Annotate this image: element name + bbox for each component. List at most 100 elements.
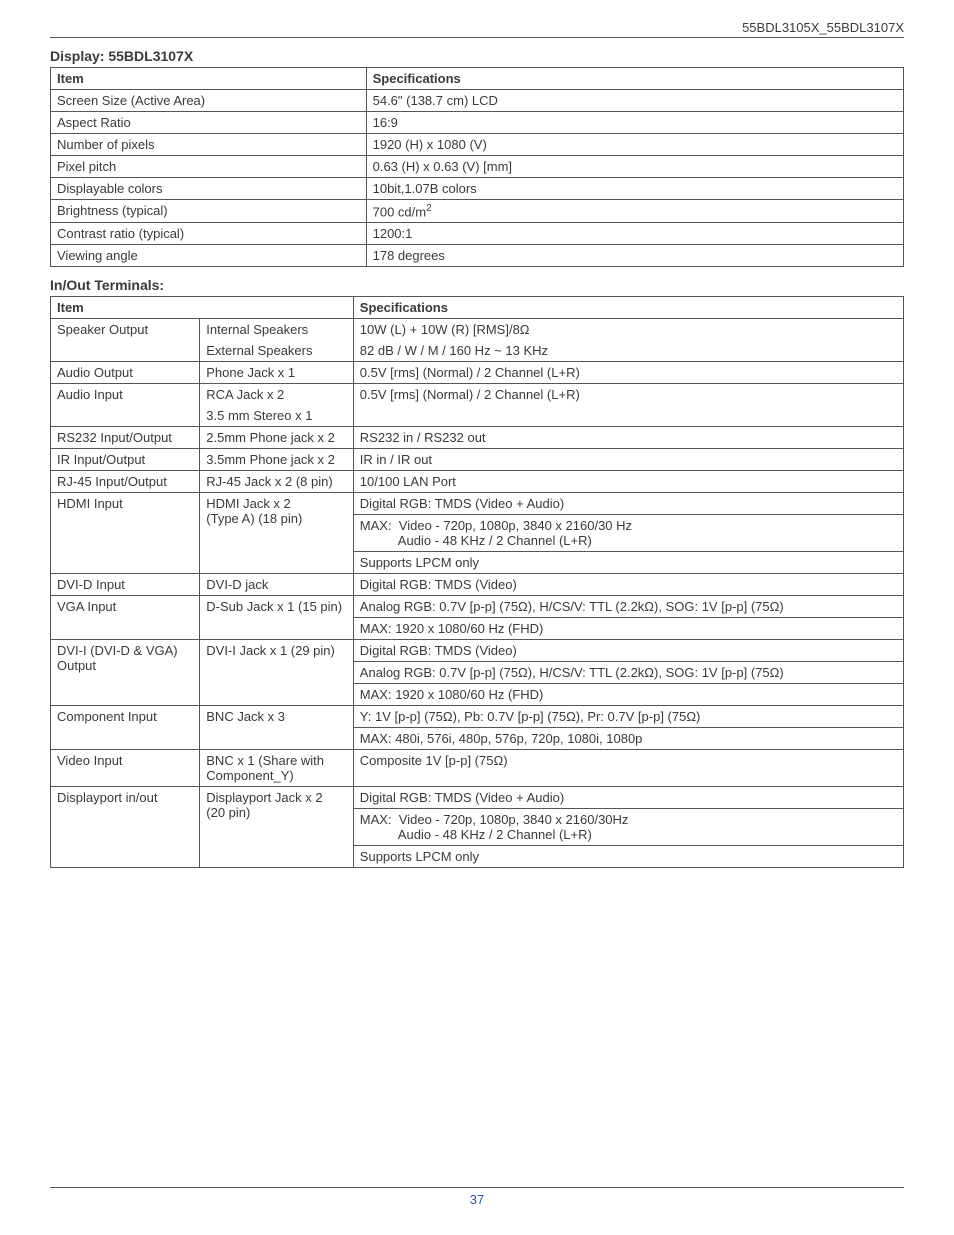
table-row: Screen Size (Active Area)54.6" (138.7 cm…: [51, 90, 904, 112]
table-row: Viewing angle178 degrees: [51, 245, 904, 267]
cell-item: HDMI Input: [51, 493, 200, 574]
cell-sub: 3.5 mm Stereo x 1: [200, 405, 354, 427]
cell-spec: Supports LPCM only: [353, 846, 903, 868]
cell-spec: Y: 1V [p-p] (75Ω), Pb: 0.7V [p-p] (75Ω),…: [353, 706, 903, 728]
table-row: Audio Output Phone Jack x 1 0.5V [rms] (…: [51, 362, 904, 384]
cell-item: IR Input/Output: [51, 449, 200, 471]
table-row: Displayport in/out Displayport Jack x 2 …: [51, 787, 904, 809]
table-row: Aspect Ratio16:9: [51, 112, 904, 134]
cell-item: RS232 Input/Output: [51, 427, 200, 449]
cell-spec: Digital RGB: TMDS (Video): [353, 640, 903, 662]
cell-spec: 0.5V [rms] (Normal) / 2 Channel (L+R): [353, 362, 903, 384]
cell-sub: 2.5mm Phone jack x 2: [200, 427, 354, 449]
cell-item: Component Input: [51, 706, 200, 750]
cell-item: RJ-45 Input/Output: [51, 471, 200, 493]
cell-spec: 1200:1: [366, 223, 903, 245]
cell-sub: DVI-I Jack x 1 (29 pin): [200, 640, 354, 706]
cell-item: Brightness (typical): [51, 200, 367, 223]
table-row: Video Input BNC x 1 (Share with Componen…: [51, 750, 904, 787]
cell-item: Viewing angle: [51, 245, 367, 267]
section-title-terminals: In/Out Terminals:: [50, 277, 904, 293]
cell-spec: 54.6" (138.7 cm) LCD: [366, 90, 903, 112]
cell-spec: MAX: 1920 x 1080/60 Hz (FHD): [353, 618, 903, 640]
cell-sub: BNC Jack x 3: [200, 706, 354, 750]
table-row: Audio Input RCA Jack x 2 0.5V [rms] (Nor…: [51, 384, 904, 406]
header-spec: Specifications: [353, 297, 903, 319]
cell-spec: 10W (L) + 10W (R) [RMS]/8Ω: [353, 319, 903, 341]
table-row: IR Input/Output 3.5mm Phone jack x 2 IR …: [51, 449, 904, 471]
cell-item: Displayport in/out: [51, 787, 200, 868]
cell-spec: Composite 1V [p-p] (75Ω): [353, 750, 903, 787]
display-spec-table: Item Specifications Screen Size (Active …: [50, 67, 904, 267]
cell-sub: HDMI Jack x 2 (Type A) (18 pin): [200, 493, 354, 574]
cell-item: DVI-D Input: [51, 574, 200, 596]
cell-sub: 3.5mm Phone jack x 2: [200, 449, 354, 471]
cell-item: Pixel pitch: [51, 156, 367, 178]
table-row: Component Input BNC Jack x 3 Y: 1V [p-p]…: [51, 706, 904, 728]
cell-sub: DVI-D jack: [200, 574, 354, 596]
cell-spec: 82 dB / W / M / 160 Hz ~ 13 KHz: [353, 340, 903, 362]
cell-spec: MAX: 1920 x 1080/60 Hz (FHD): [353, 684, 903, 706]
cell-spec: 16:9: [366, 112, 903, 134]
table-row: DVI-D Input DVI-D jack Digital RGB: TMDS…: [51, 574, 904, 596]
cell-spec: Digital RGB: TMDS (Video + Audio): [353, 493, 903, 515]
table-row: Speaker Output Internal Speakers 10W (L)…: [51, 319, 904, 341]
cell-spec: 10/100 LAN Port: [353, 471, 903, 493]
cell-sub: Internal Speakers: [200, 319, 354, 341]
cell-spec: 178 degrees: [366, 245, 903, 267]
cell-item: DVI-I (DVI-D & VGA) Output: [51, 640, 200, 706]
cell-spec: MAX: Video - 720p, 1080p, 3840 x 2160/30…: [353, 809, 903, 846]
cell-spec: IR in / IR out: [353, 449, 903, 471]
cell-spec: MAX: 480i, 576i, 480p, 576p, 720p, 1080i…: [353, 728, 903, 750]
document-header: 55BDL3105X_55BDL3107X: [50, 20, 904, 38]
cell-item: Screen Size (Active Area): [51, 90, 367, 112]
table-row: DVI-I (DVI-D & VGA) Output DVI-I Jack x …: [51, 640, 904, 662]
section-title-display: Display: 55BDL3107X: [50, 48, 904, 64]
table-row: Number of pixels1920 (H) x 1080 (V): [51, 134, 904, 156]
table-header-row: Item Specifications: [51, 297, 904, 319]
cell-sub: D-Sub Jack x 1 (15 pin): [200, 596, 354, 640]
cell-item: Audio Input: [51, 384, 200, 427]
page-footer: 37: [50, 1187, 904, 1207]
cell-item: Number of pixels: [51, 134, 367, 156]
cell-sub: BNC x 1 (Share with Component_Y): [200, 750, 354, 787]
cell-item: VGA Input: [51, 596, 200, 640]
header-spec: Specifications: [366, 68, 903, 90]
terminals-spec-table: Item Specifications Speaker Output Inter…: [50, 296, 904, 868]
cell-item: Aspect Ratio: [51, 112, 367, 134]
cell-spec: Digital RGB: TMDS (Video + Audio): [353, 787, 903, 809]
cell-spec: 1920 (H) x 1080 (V): [366, 134, 903, 156]
table-header-row: Item Specifications: [51, 68, 904, 90]
model-line: 55BDL3105X_55BDL3107X: [742, 20, 904, 35]
cell-item: Speaker Output: [51, 319, 200, 362]
table-row: RS232 Input/Output 2.5mm Phone jack x 2 …: [51, 427, 904, 449]
cell-spec: Digital RGB: TMDS (Video): [353, 574, 903, 596]
cell-spec: Supports LPCM only: [353, 552, 903, 574]
cell-item: Video Input: [51, 750, 200, 787]
cell-spec: 10bit,1.07B colors: [366, 178, 903, 200]
cell-spec: RS232 in / RS232 out: [353, 427, 903, 449]
table-row: RJ-45 Input/Output RJ-45 Jack x 2 (8 pin…: [51, 471, 904, 493]
cell-sub: RCA Jack x 2: [200, 384, 354, 406]
cell-item: Contrast ratio (typical): [51, 223, 367, 245]
cell-spec: Analog RGB: 0.7V [p-p] (75Ω), H/CS/V: TT…: [353, 596, 903, 618]
cell-spec: 700 cd/m2: [366, 200, 903, 223]
cell-spec: MAX: Video - 720p, 1080p, 3840 x 2160/30…: [353, 515, 903, 552]
page-number: 37: [470, 1192, 484, 1207]
cell-sub: Displayport Jack x 2 (20 pin): [200, 787, 354, 868]
cell-spec: [353, 405, 903, 427]
table-row: Displayable colors10bit,1.07B colors: [51, 178, 904, 200]
cell-spec: 0.5V [rms] (Normal) / 2 Channel (L+R): [353, 384, 903, 406]
header-item: Item: [51, 68, 367, 90]
cell-spec: Analog RGB: 0.7V [p-p] (75Ω), H/CS/V: TT…: [353, 662, 903, 684]
cell-sub: RJ-45 Jack x 2 (8 pin): [200, 471, 354, 493]
table-row: Contrast ratio (typical)1200:1: [51, 223, 904, 245]
header-item: Item: [51, 297, 354, 319]
table-row: HDMI Input HDMI Jack x 2 (Type A) (18 pi…: [51, 493, 904, 515]
cell-spec: 0.63 (H) x 0.63 (V) [mm]: [366, 156, 903, 178]
table-row: Brightness (typical)700 cd/m2: [51, 200, 904, 223]
table-row: VGA Input D-Sub Jack x 1 (15 pin) Analog…: [51, 596, 904, 618]
cell-item: Displayable colors: [51, 178, 367, 200]
cell-item: Audio Output: [51, 362, 200, 384]
table-row: Pixel pitch0.63 (H) x 0.63 (V) [mm]: [51, 156, 904, 178]
